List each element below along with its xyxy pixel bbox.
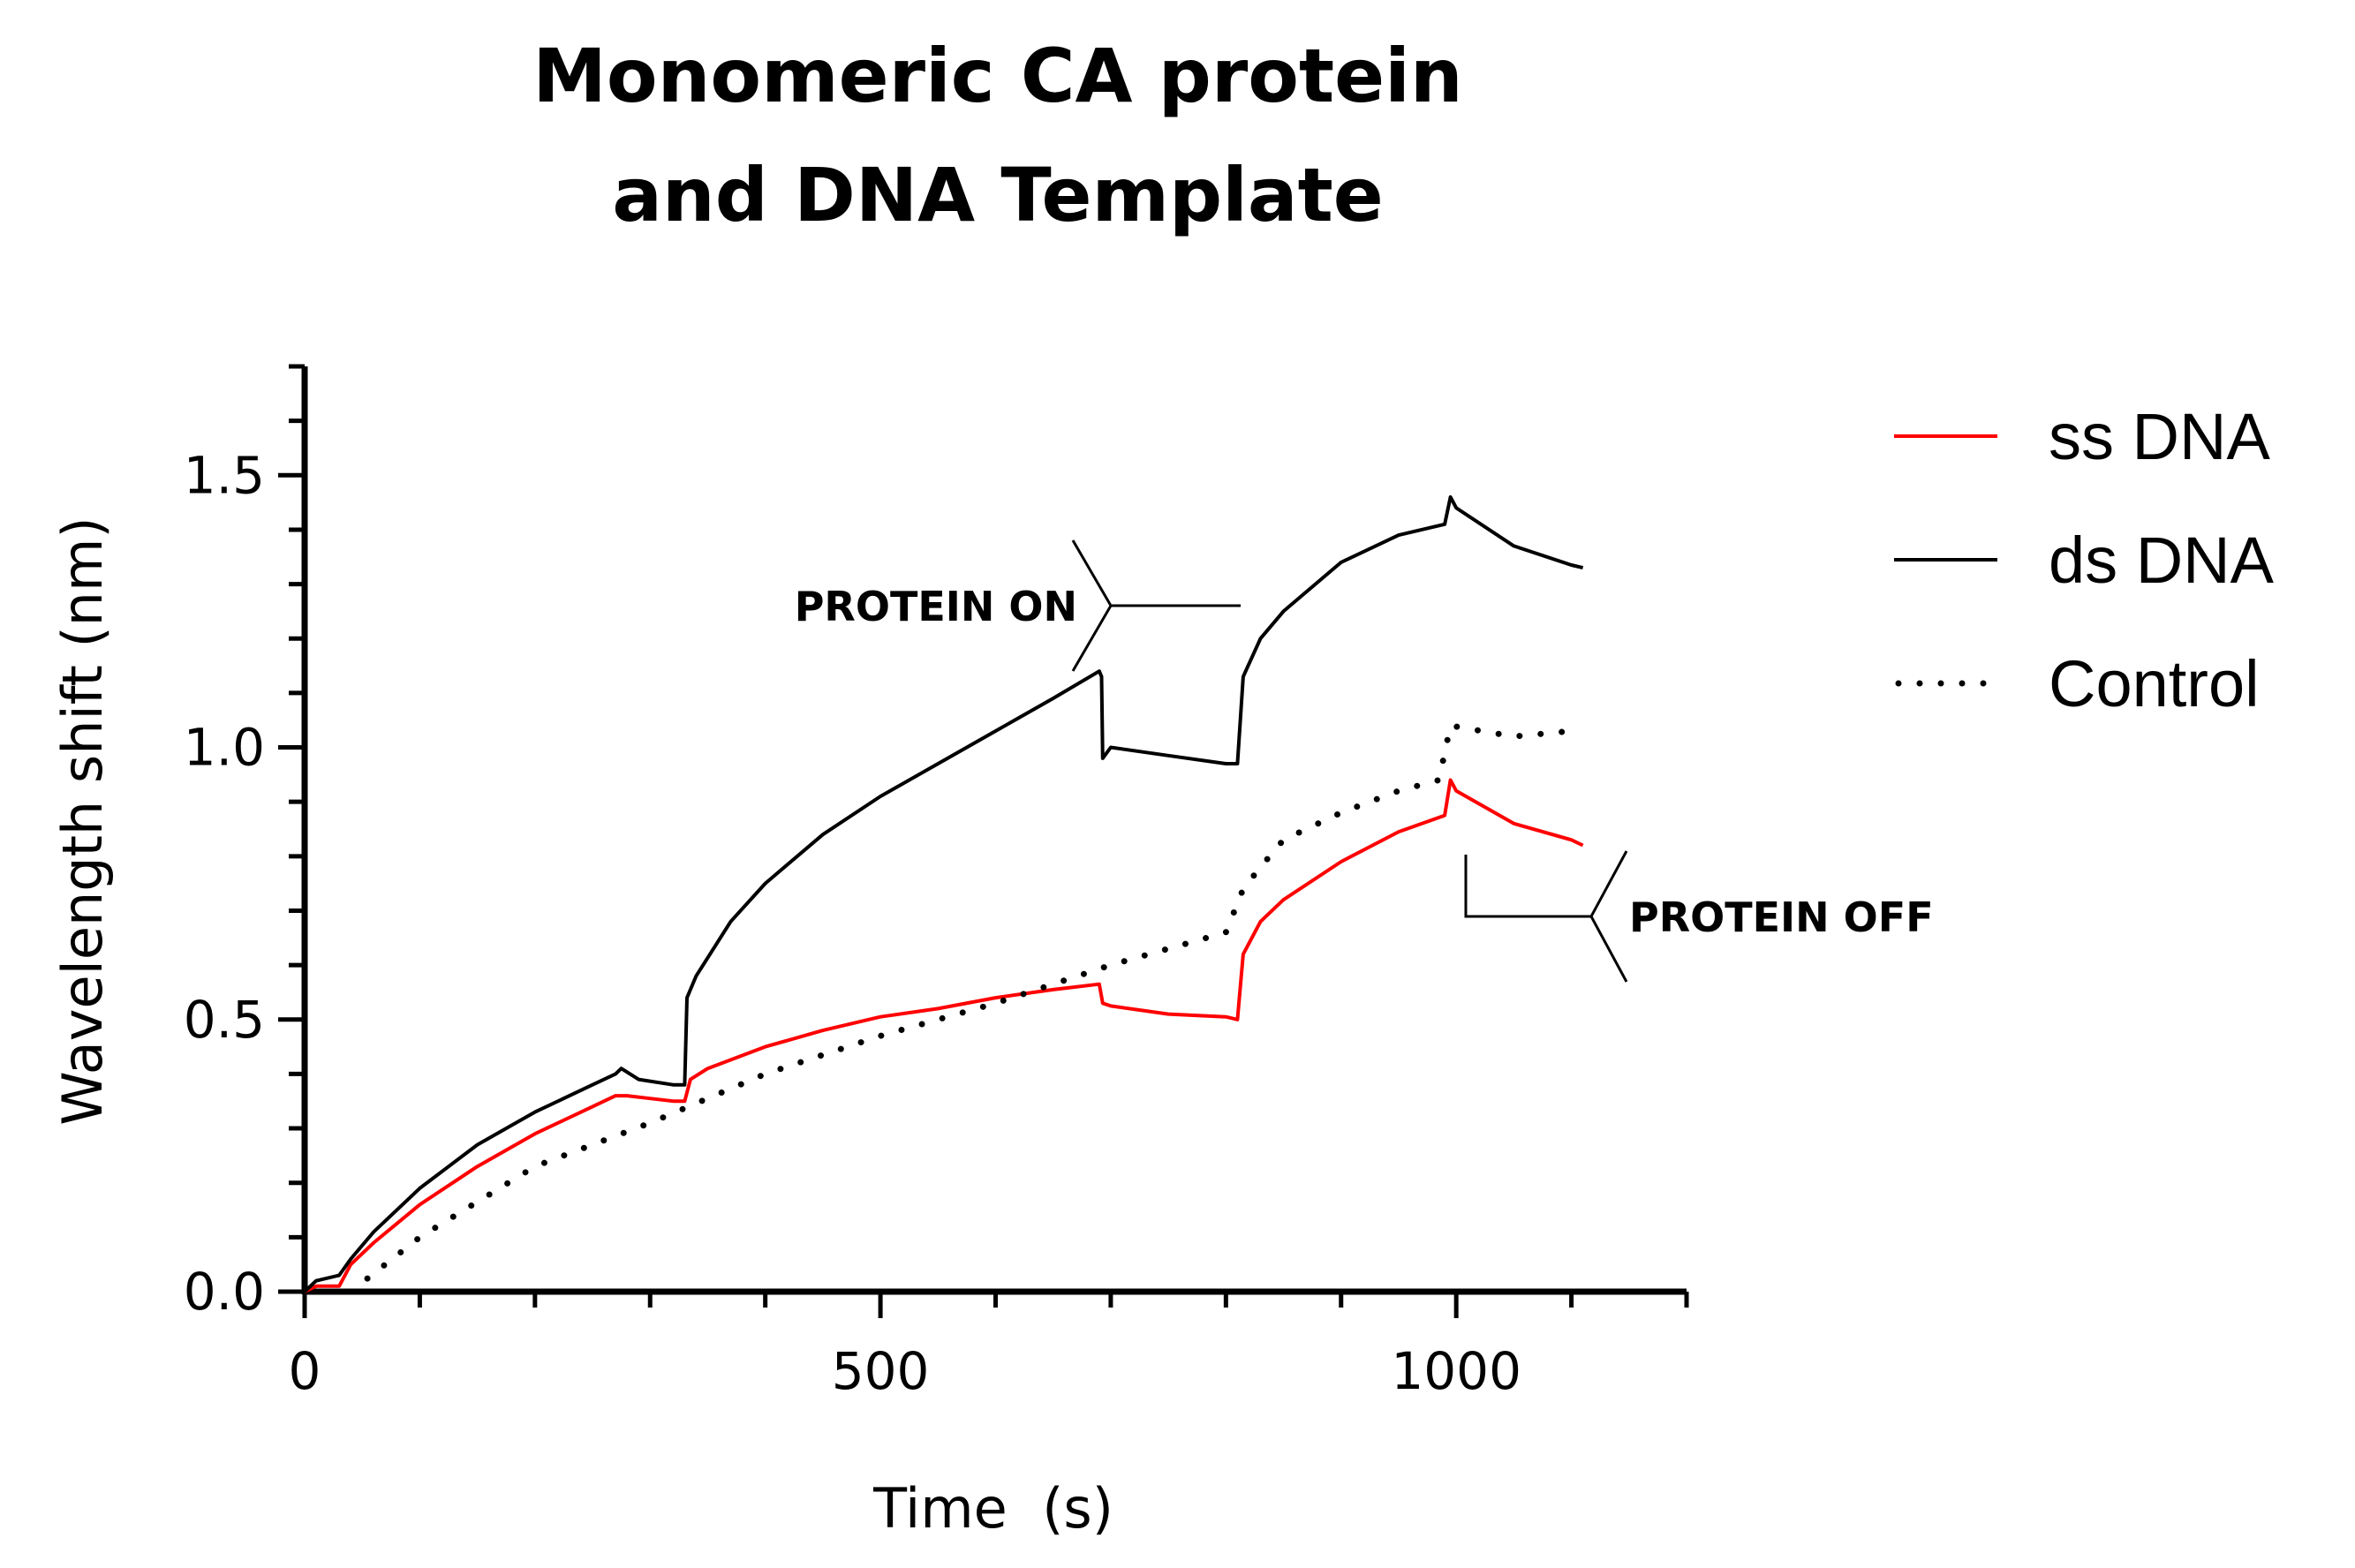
- legend-label-ds-dna: ds DNA: [2049, 524, 2275, 597]
- y-ticks: 0.0 0.5 1.0 1.5: [184, 364, 305, 1322]
- x-tick-label: 500: [832, 1341, 930, 1401]
- axes: [301, 366, 1687, 1295]
- legend: ss DNA ds DNA Control: [1894, 400, 2275, 720]
- chart-title-line-2: and DNA Template: [612, 152, 1384, 238]
- y-tick-label: 0.0: [184, 1262, 265, 1322]
- annotation-protein-off: PROTEIN OFF: [1464, 849, 1978, 984]
- series: [303, 495, 1584, 1295]
- y-tick-label: 1.5: [184, 445, 265, 505]
- chart-title-line-1: Monomeric CA protein: [532, 33, 1462, 119]
- x-ticks: 0 500 1000: [289, 1292, 1689, 1401]
- y-tick-label: 0.5: [184, 990, 265, 1050]
- y-tick-label: 1.0: [184, 718, 265, 778]
- x-tick-label: 1000: [1391, 1341, 1521, 1401]
- annotation-protein-on: PROTEIN ON: [724, 539, 1241, 673]
- x-tick-label: 0: [289, 1341, 321, 1401]
- x-axis-label: Time (s): [872, 1476, 1113, 1541]
- series-line-ds-dna: [303, 495, 1584, 1293]
- annotation-protein-on-arrow: [1071, 539, 1113, 672]
- y-axis-label: Wavelength shift (nm): [50, 516, 115, 1125]
- annotation-protein-off-arrow: [1589, 850, 1628, 983]
- legend-label-control: Control: [2049, 647, 2260, 720]
- annotation-protein-off-text: PROTEIN OFF: [1629, 893, 1934, 941]
- annotation-protein-on-text: PROTEIN ON: [795, 583, 1077, 630]
- series-line-ss-dna: [304, 778, 1584, 1293]
- series-line-control: [347, 722, 1575, 1295]
- annotation-protein-off-leader: [1464, 855, 1591, 918]
- legend-label-ss-dna: ss DNA: [2049, 400, 2270, 473]
